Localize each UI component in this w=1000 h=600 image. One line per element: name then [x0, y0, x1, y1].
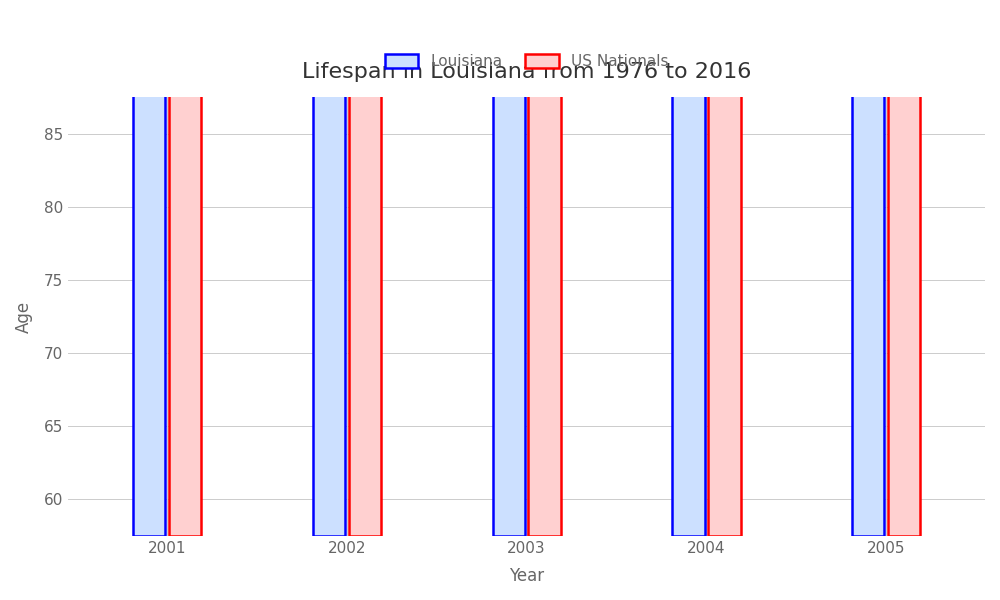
Bar	[313, 0, 345, 536]
Y-axis label: Age: Age	[15, 301, 33, 333]
Bar	[852, 0, 884, 536]
Bar	[349, 0, 381, 536]
X-axis label: Year: Year	[509, 567, 544, 585]
Bar	[708, 0, 741, 536]
Bar	[672, 0, 705, 536]
Bar	[133, 0, 165, 536]
Bar	[493, 0, 525, 536]
Bar	[169, 0, 201, 536]
Legend: Louisiana, US Nationals: Louisiana, US Nationals	[378, 48, 675, 76]
Bar	[528, 0, 561, 536]
Title: Lifespan in Louisiana from 1976 to 2016: Lifespan in Louisiana from 1976 to 2016	[302, 62, 751, 82]
Bar	[888, 0, 920, 536]
